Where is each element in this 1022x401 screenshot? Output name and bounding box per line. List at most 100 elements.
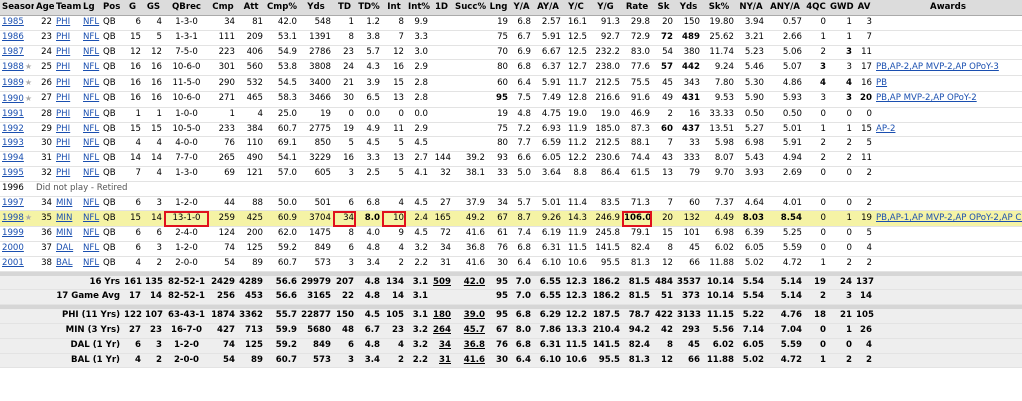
column-header[interactable]: Yds bbox=[299, 0, 333, 16]
team-cell-link[interactable]: PHI bbox=[56, 77, 71, 88]
column-header[interactable]: Int bbox=[382, 0, 406, 16]
season-cell-link[interactable]: 1988 bbox=[2, 62, 24, 73]
column-header[interactable]: Lng bbox=[487, 0, 510, 16]
season-row: 1998★ 35 MIN NFL QB 15 14 13-1-0 259 425 60.9 3704 3… bbox=[0, 210, 1022, 228]
team-cell-link[interactable]: PHI bbox=[56, 138, 71, 149]
team-cell-link[interactable]: PHI bbox=[56, 61, 71, 72]
stat-cell-av: 4 bbox=[854, 241, 874, 257]
team-cell-link[interactable]: PHI bbox=[56, 46, 71, 57]
column-header[interactable]: Team bbox=[54, 0, 81, 16]
season-cell-link[interactable]: 1985 bbox=[2, 17, 24, 27]
awards-cell bbox=[874, 309, 1022, 324]
league-cell-link[interactable]: NFL bbox=[83, 93, 100, 104]
awards-link[interactable]: PB,AP MVP-2,AP OPoY-2 bbox=[876, 93, 977, 104]
column-header[interactable]: TD% bbox=[356, 0, 382, 16]
column-header[interactable]: Cmp% bbox=[265, 0, 299, 16]
season-cell-link[interactable]: 2001 bbox=[2, 257, 24, 268]
season-cell-link[interactable]: 1997 bbox=[2, 197, 24, 208]
team-cell-link[interactable]: MIN bbox=[56, 212, 73, 223]
total-cell-sk: 484 bbox=[652, 275, 675, 291]
column-header[interactable]: NY/A bbox=[736, 0, 766, 16]
league-cell-link[interactable]: NFL bbox=[83, 108, 100, 119]
column-header[interactable]: Y/G bbox=[589, 0, 622, 16]
total-cell-int: 23 bbox=[382, 323, 406, 339]
column-header[interactable]: Succ% bbox=[453, 0, 487, 16]
season-cell-link[interactable]: 1998 bbox=[2, 213, 24, 224]
column-header[interactable]: Lg bbox=[81, 0, 101, 16]
column-header[interactable]: QBrec bbox=[164, 0, 209, 16]
column-header[interactable]: Season bbox=[0, 0, 34, 16]
league-cell-link[interactable]: NFL bbox=[83, 212, 100, 223]
team-cell-link[interactable]: PHI bbox=[56, 93, 71, 104]
team-cell-link[interactable]: PHI bbox=[56, 167, 71, 178]
team-cell-link[interactable]: DAL bbox=[56, 242, 74, 253]
column-header[interactable]: Y/C bbox=[563, 0, 589, 16]
league-cell-link[interactable]: NFL bbox=[83, 138, 100, 149]
league-cell-link[interactable]: NFL bbox=[83, 153, 100, 164]
stat-cell-ya: 5.0 bbox=[510, 166, 533, 182]
column-header[interactable]: Age bbox=[34, 0, 54, 16]
column-header[interactable]: Awards bbox=[874, 0, 1022, 16]
column-header[interactable]: GS bbox=[143, 0, 164, 16]
season-cell-link[interactable]: 1992 bbox=[2, 123, 24, 134]
season-cell-link[interactable]: 1990 bbox=[2, 93, 24, 104]
team-cell-link[interactable]: MIN bbox=[56, 197, 73, 208]
column-header[interactable]: AV bbox=[854, 0, 874, 16]
season-cell-link[interactable]: 1989 bbox=[2, 78, 24, 89]
stat-cell-qbrec: 10-5-0 bbox=[164, 122, 209, 138]
stat-cell-yg: 185.0 bbox=[589, 122, 622, 138]
team-cell-link[interactable]: PHI bbox=[56, 108, 71, 119]
stat-cell-td: 21 bbox=[333, 75, 356, 92]
league-cell-link[interactable]: NFL bbox=[83, 77, 100, 88]
season-cell-link[interactable]: 1999 bbox=[2, 228, 24, 239]
season-cell-link[interactable]: 1994 bbox=[2, 153, 24, 164]
awards-link[interactable]: PB bbox=[876, 77, 888, 88]
column-header[interactable]: Y/A bbox=[510, 0, 533, 16]
team-cell-link[interactable]: PHI bbox=[56, 123, 71, 134]
team-cell-link[interactable]: PHI bbox=[56, 31, 71, 42]
awards-link[interactable]: AP-2 bbox=[876, 123, 896, 134]
league-cell-link[interactable]: NFL bbox=[83, 123, 100, 134]
league-cell-link[interactable]: NFL bbox=[83, 17, 100, 27]
season-cell-link[interactable]: 1991 bbox=[2, 108, 24, 119]
column-header[interactable]: Cmp bbox=[209, 0, 237, 16]
league-cell-link[interactable]: NFL bbox=[83, 197, 100, 208]
league-cell-link[interactable]: NFL bbox=[83, 61, 100, 72]
team-cell-link[interactable]: MIN bbox=[56, 228, 73, 239]
column-header[interactable]: AY/A bbox=[533, 0, 563, 16]
season-cell-link[interactable]: 2000 bbox=[2, 242, 24, 253]
total-cell-succ: 39.0 bbox=[453, 309, 487, 324]
column-header[interactable]: Rate bbox=[622, 0, 652, 16]
league-cell-link[interactable]: NFL bbox=[83, 228, 100, 239]
team-cell-link[interactable]: PHI bbox=[56, 17, 71, 27]
column-header[interactable]: GWD bbox=[828, 0, 854, 16]
league-cell-link[interactable]: NFL bbox=[83, 242, 100, 253]
column-header[interactable]: Att bbox=[237, 0, 265, 16]
column-header[interactable]: Yds bbox=[675, 0, 702, 16]
stat-cell-td_pct: 6.5 bbox=[356, 91, 382, 108]
league-cell-link[interactable]: NFL bbox=[83, 31, 100, 42]
column-header[interactable]: Sk bbox=[652, 0, 675, 16]
league-cell-link[interactable]: NFL bbox=[83, 257, 100, 268]
team-cell-link[interactable]: BAL bbox=[56, 257, 73, 268]
stat-cell-cmp_pct: 54.1 bbox=[265, 151, 299, 167]
column-header[interactable]: ANY/A bbox=[766, 0, 804, 16]
column-header[interactable]: G bbox=[122, 0, 143, 16]
column-header[interactable]: 1D bbox=[430, 0, 453, 16]
column-header[interactable]: Sk% bbox=[702, 0, 736, 16]
column-header[interactable]: 4QC bbox=[804, 0, 828, 16]
column-header[interactable]: TD bbox=[333, 0, 356, 16]
team-cell-link[interactable]: PHI bbox=[56, 153, 71, 164]
league-cell-link[interactable]: NFL bbox=[83, 46, 100, 57]
season-cell-link[interactable]: 1993 bbox=[2, 138, 24, 149]
column-header[interactable]: Int% bbox=[406, 0, 430, 16]
awards-link[interactable]: PB,AP-1,AP MVP-2,AP OPoY-2,AP CPoY bbox=[876, 212, 1022, 223]
awards-link[interactable]: PB,AP-2,AP MVP-2,AP OPoY-3 bbox=[876, 61, 999, 72]
season-cell-link[interactable]: 1986 bbox=[2, 31, 24, 42]
league-cell-link[interactable]: NFL bbox=[83, 167, 100, 178]
column-header[interactable]: Pos bbox=[101, 0, 122, 16]
season-cell-link[interactable]: 1987 bbox=[2, 46, 24, 57]
season-cell-link[interactable]: 1995 bbox=[2, 167, 24, 178]
total-cell-int: 14 bbox=[382, 289, 406, 306]
total-cell-rate: 94.2 bbox=[622, 323, 652, 339]
